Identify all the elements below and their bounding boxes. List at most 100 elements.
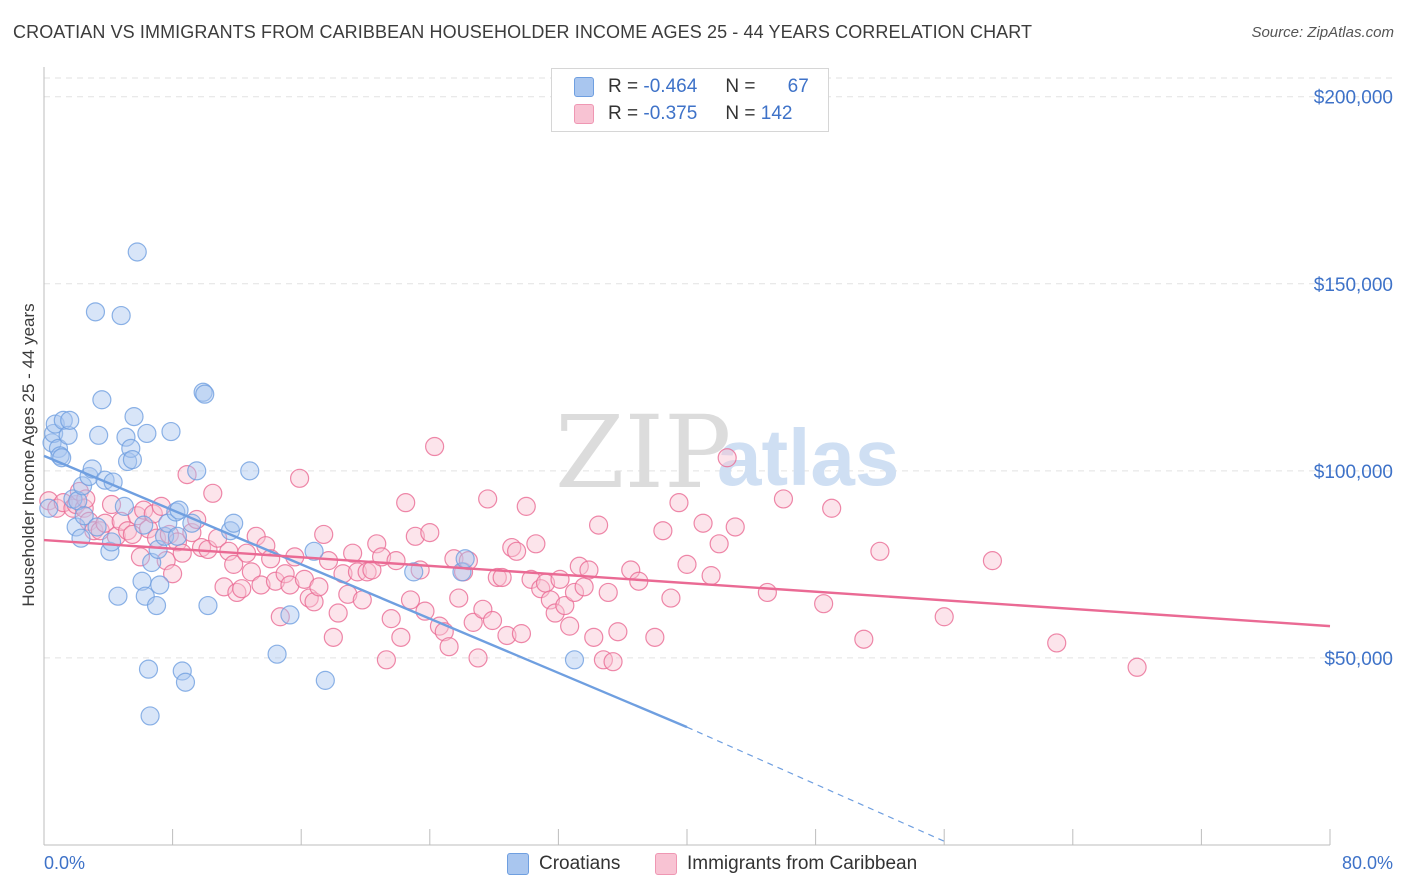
legend-item-caribbean[interactable]: Immigrants from Caribbean bbox=[655, 853, 917, 875]
data-point bbox=[396, 493, 416, 513]
data-point bbox=[386, 551, 406, 571]
data-point bbox=[822, 498, 842, 518]
data-point bbox=[487, 567, 507, 588]
y-tick-label: $100,000 bbox=[1314, 462, 1393, 483]
data-point bbox=[130, 547, 151, 567]
data-point bbox=[270, 607, 290, 627]
data-point bbox=[101, 532, 122, 552]
data-point bbox=[127, 242, 147, 262]
data-point bbox=[74, 506, 94, 526]
data-point bbox=[934, 607, 954, 627]
data-point bbox=[89, 425, 109, 445]
data-point bbox=[241, 562, 261, 582]
data-point bbox=[60, 410, 80, 430]
data-point bbox=[870, 541, 890, 561]
data-point bbox=[224, 554, 244, 574]
y-tick-label: $150,000 bbox=[1314, 275, 1393, 296]
data-point bbox=[203, 483, 223, 503]
data-point bbox=[289, 468, 310, 488]
data-point bbox=[108, 586, 128, 606]
data-point bbox=[172, 543, 192, 563]
data-point bbox=[574, 577, 594, 597]
data-point bbox=[72, 476, 93, 496]
data-point bbox=[304, 592, 324, 612]
data-point bbox=[420, 522, 440, 543]
correlation-legend: R = -0.464 N = 67 R = -0.375 N = 142 bbox=[551, 68, 829, 132]
legend-swatch-caribbean bbox=[574, 104, 594, 124]
data-point bbox=[603, 652, 623, 672]
legend-r-value: -0.464 bbox=[643, 76, 698, 97]
data-point bbox=[146, 595, 167, 616]
legend-r-value: -0.375 bbox=[643, 103, 698, 124]
tick-labels: $50,000 $100,000 $150,000 $200,000 0.0% 80.0% bbox=[44, 88, 1393, 873]
data-point bbox=[53, 410, 73, 430]
y-tick-label: $200,000 bbox=[1314, 88, 1393, 109]
data-point bbox=[982, 551, 1003, 571]
data-point bbox=[400, 590, 421, 610]
watermark-zip: ZIP bbox=[555, 394, 731, 511]
data-point bbox=[158, 513, 178, 533]
x-tick-label: 80.0% bbox=[1342, 853, 1393, 873]
legend-n-value: 67 bbox=[787, 76, 809, 97]
data-point bbox=[653, 521, 673, 541]
data-point bbox=[381, 609, 401, 629]
data-point bbox=[404, 562, 424, 582]
data-point bbox=[280, 605, 300, 625]
data-point bbox=[309, 577, 329, 597]
source-label: Source: ZipAtlas.com bbox=[1251, 24, 1394, 41]
data-point bbox=[1127, 657, 1147, 677]
data-point bbox=[195, 384, 215, 404]
data-point bbox=[757, 582, 777, 603]
data-point bbox=[482, 610, 503, 631]
data-point bbox=[85, 302, 106, 322]
data-point bbox=[116, 427, 136, 447]
data-point bbox=[265, 571, 286, 591]
data-point bbox=[497, 625, 517, 646]
legend-row-croatians: R = -0.464 N = 67 bbox=[574, 75, 809, 99]
legend-item-croatians[interactable]: Croatians bbox=[507, 853, 620, 875]
legend-n-label: N = bbox=[725, 76, 756, 97]
data-point bbox=[314, 524, 334, 545]
watermark-atlas: atlas bbox=[717, 413, 899, 502]
croatian-points bbox=[39, 242, 585, 726]
data-point bbox=[111, 305, 131, 326]
data-point bbox=[376, 650, 396, 670]
data-point bbox=[87, 517, 107, 537]
chart-title: CROATIAN VS IMMIGRANTS FROM CARIBBEAN HO… bbox=[13, 22, 1033, 42]
data-point bbox=[315, 670, 335, 690]
data-point bbox=[39, 491, 59, 511]
data-point bbox=[492, 567, 512, 588]
data-point bbox=[140, 706, 160, 726]
data-point bbox=[198, 595, 218, 616]
data-point bbox=[455, 549, 475, 569]
data-point bbox=[280, 575, 300, 595]
data-point bbox=[71, 528, 91, 548]
data-point bbox=[137, 423, 157, 444]
data-point bbox=[439, 637, 459, 657]
data-point bbox=[150, 575, 170, 595]
data-point bbox=[224, 513, 244, 533]
data-point bbox=[251, 575, 271, 595]
data-point bbox=[39, 498, 59, 518]
data-point bbox=[661, 588, 681, 608]
legend-r-label: R = bbox=[608, 103, 639, 124]
data-point bbox=[138, 659, 159, 679]
legend-label-croatians: Croatians bbox=[539, 853, 621, 874]
data-point bbox=[275, 564, 295, 584]
data-point bbox=[161, 421, 181, 442]
legend-swatch-croatians bbox=[574, 77, 594, 97]
y-axis-label: Householder Income Ages 25 - 44 years bbox=[19, 303, 38, 606]
data-point bbox=[304, 541, 324, 561]
legend-n-label: N = bbox=[725, 103, 756, 124]
y-tick-label: $50,000 bbox=[1324, 649, 1393, 670]
data-point bbox=[323, 627, 343, 647]
data-point bbox=[66, 517, 86, 537]
data-point bbox=[526, 534, 546, 554]
data-point bbox=[328, 603, 348, 623]
data-point bbox=[267, 644, 287, 664]
data-point bbox=[347, 562, 368, 582]
trend-lines bbox=[43, 454, 1331, 842]
data-point bbox=[463, 612, 483, 632]
data-point bbox=[593, 650, 614, 670]
data-point bbox=[163, 564, 183, 584]
